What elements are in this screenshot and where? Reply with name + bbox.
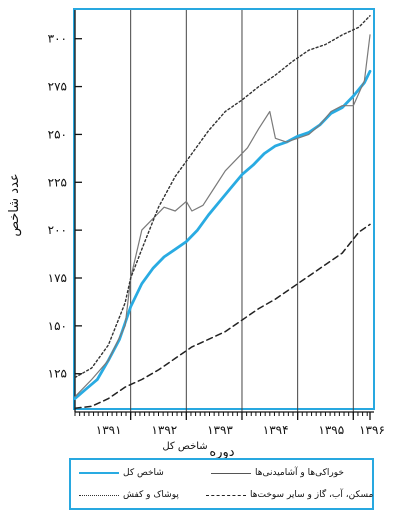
x-tick-label: ۱۳۹۶ bbox=[359, 423, 385, 437]
legend-label: مسکن، آب، گاز و سایر سوخت‌ها bbox=[250, 490, 374, 500]
y-tick-label: ۲۰۰ bbox=[48, 223, 67, 237]
legend-label: شاخص کل bbox=[123, 468, 164, 478]
y-tick-label: ۱۵۰ bbox=[48, 319, 67, 333]
y-tick-label: ۲۷۵ bbox=[48, 80, 67, 94]
legend-swatch-food bbox=[211, 472, 251, 474]
y-tick-label: ۱۷۵ bbox=[48, 271, 67, 285]
series-line-0 bbox=[73, 69, 372, 400]
x-axis-label: دوره bbox=[209, 445, 234, 460]
x-tick-label: ۱۳۹۳ bbox=[207, 423, 233, 437]
x-ticks: ۱۳۹۱ ۱۳۹۲ ۱۳۹۳ ۱۳۹۴ ۱۳۹۵ ۱۳۹۶ bbox=[74, 412, 385, 437]
series-lines bbox=[73, 15, 372, 409]
y-tick-label: ۲۲۵ bbox=[48, 175, 67, 189]
legend-swatch-total bbox=[79, 472, 119, 474]
legend: شاخص کل خوراکی‌ها و آشامیدنی‌ها پوشاک و … bbox=[69, 458, 374, 510]
legend-item-food: خوراکی‌ها و آشامیدنی‌ها bbox=[211, 468, 344, 478]
axes bbox=[74, 10, 374, 413]
x-tick-label: ۱۳۹۴ bbox=[263, 423, 289, 437]
legend-item-total: شاخص کل bbox=[79, 468, 164, 478]
y-axis-label: عدد شاخص bbox=[7, 173, 22, 236]
y-tick-label: ۱۲۵ bbox=[48, 367, 67, 381]
series-line-2 bbox=[74, 15, 371, 379]
legend-item-clothing: پوشاک و کفش bbox=[79, 490, 179, 500]
x-tick-label: ۱۳۹۵ bbox=[318, 423, 344, 437]
y-ticks: ۱۲۵ ۱۵۰ ۱۷۵ ۲۰۰ ۲۲۵ ۲۵۰ ۲۷۵ ۳۰۰ bbox=[48, 32, 82, 381]
x-tick-label: ۱۳۹۲ bbox=[151, 423, 177, 437]
legend-label: پوشاک و کفش bbox=[123, 490, 179, 500]
series-line-1 bbox=[74, 34, 371, 398]
legend-label: خوراکی‌ها و آشامیدنی‌ها bbox=[255, 468, 344, 478]
x-tick-label: ۱۳۹۱ bbox=[96, 423, 122, 437]
y-tick-label: ۲۵۰ bbox=[48, 127, 67, 141]
x-group-label: شاخص کل bbox=[162, 441, 207, 452]
legend-item-housing: مسکن، آب، گاز و سایر سوخت‌ها bbox=[206, 490, 373, 500]
legend-swatch-clothing bbox=[79, 494, 119, 496]
vertical-gridlines bbox=[130, 10, 354, 412]
series-line-3 bbox=[74, 223, 371, 409]
plot-frame bbox=[73, 8, 375, 410]
legend-swatch-housing bbox=[206, 494, 246, 496]
y-tick-label: ۳۰۰ bbox=[48, 32, 67, 46]
